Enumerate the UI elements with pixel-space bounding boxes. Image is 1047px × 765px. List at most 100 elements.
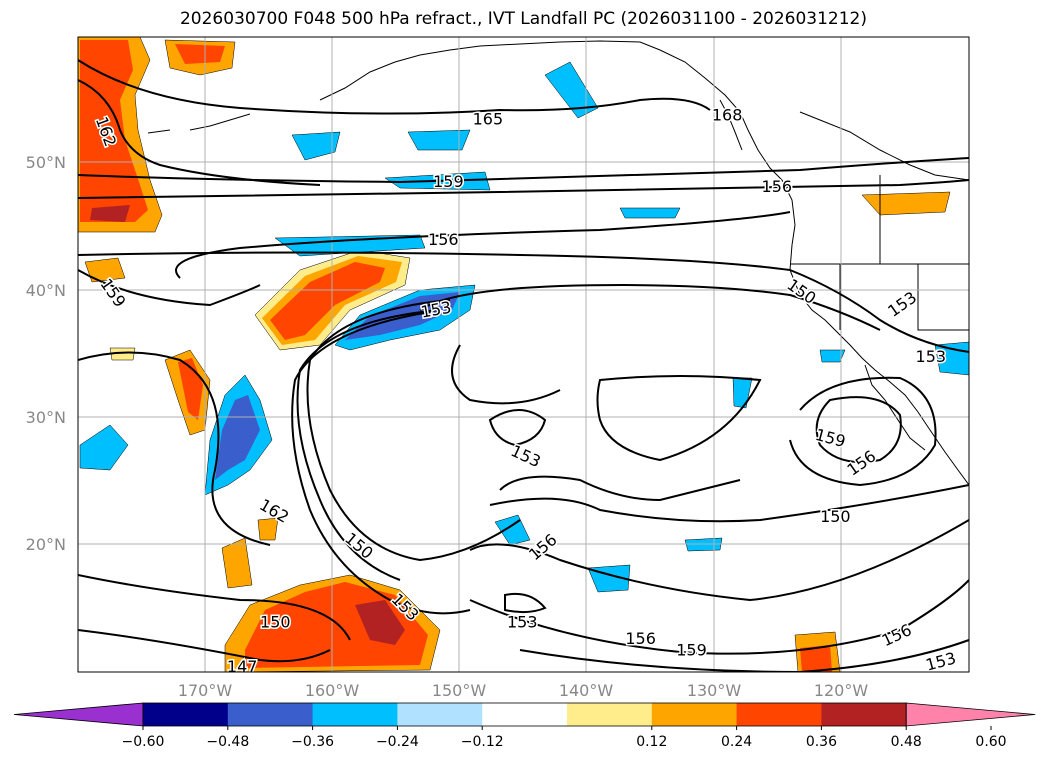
negative-blob-5	[274, 234, 426, 257]
contour-153-south	[499, 475, 741, 502]
coast-canada-border	[799, 111, 969, 181]
longitude-labels: 170°W 160°W 150°W 140°W 130°W 120°W	[178, 681, 869, 700]
colorbar-tick-label: 0.48	[891, 734, 922, 750]
gridlines	[78, 37, 969, 672]
lon-label-140w: 140°W	[559, 681, 614, 700]
lon-label-130w: 130°W	[687, 681, 742, 700]
positive-anomaly-nw-max	[90, 205, 130, 222]
colorbar-segment	[143, 703, 229, 726]
contour-label: 156	[428, 230, 459, 249]
negative-blob-7	[494, 514, 531, 546]
colorbar-tick-label: −0.36	[291, 734, 334, 750]
colorbar-tick-label: 0.36	[806, 734, 837, 750]
contour-159-south	[469, 579, 969, 655]
lat-label-30n: 30°N	[26, 408, 66, 427]
colorbar-segment	[821, 703, 907, 726]
positive-blob-1	[861, 191, 951, 216]
contour-south-1	[78, 574, 351, 641]
negative-blob-10	[619, 207, 681, 219]
lat-label-50n: 50°N	[26, 153, 66, 172]
map-frame	[77, 36, 970, 673]
positive-blob-4	[221, 537, 253, 589]
contour-156-south	[469, 519, 969, 602]
contour-lower	[596, 375, 762, 462]
contour-low-center	[815, 396, 902, 464]
contour-label: 156	[625, 629, 656, 648]
contour-label: 153	[916, 347, 947, 366]
positive-blob-6	[257, 517, 279, 541]
colorbar-tick-label: −0.24	[376, 734, 419, 750]
islands	[147, 99, 743, 151]
map-title: 2026030700 F048 500 hPa refract., IVT La…	[179, 9, 867, 29]
contour-162-west	[78, 351, 271, 546]
colorbar	[13, 702, 1036, 727]
colorbar-tick-label: 0.12	[636, 734, 667, 750]
contour-150-south	[489, 484, 969, 523]
border-states	[839, 175, 969, 331]
contour-trough	[306, 299, 521, 562]
positive-anomaly-south-max	[355, 600, 405, 645]
positive-blob-7	[109, 347, 136, 361]
colorbar-segment	[397, 703, 483, 726]
contour-156-north	[78, 179, 969, 199]
coastline-alaska	[319, 40, 796, 226]
contour-label: 153	[924, 648, 958, 674]
contour-153-mid	[78, 251, 969, 353]
colorbar-extend-low	[13, 702, 144, 727]
lon-label-160w: 160°W	[305, 681, 360, 700]
colorbar-tick-label: −0.60	[122, 734, 165, 750]
colorbar-segment	[227, 703, 314, 726]
lon-label-150w: 150°W	[432, 681, 487, 700]
contour-label: 165	[473, 110, 504, 129]
colorbar-tick-label: −0.12	[461, 734, 504, 750]
negative-blob-3	[407, 129, 471, 151]
contour-label: 159	[433, 172, 464, 191]
colorbar-tick-label: −0.48	[206, 734, 249, 750]
positive-anomaly-top-core	[175, 44, 225, 64]
positive-blob-3	[800, 645, 832, 672]
contour-trough-3	[291, 311, 471, 615]
negative-blob-6	[79, 424, 129, 471]
contour-156-mid	[175, 211, 791, 279]
negative-blob-1	[544, 61, 599, 119]
contour-tongue	[451, 344, 561, 405]
coastline-baja	[864, 364, 926, 451]
colorbar-outline	[142, 702, 907, 727]
negative-blob-13	[819, 349, 846, 363]
colorbar-segment	[736, 703, 822, 726]
contour-south-2	[78, 629, 331, 663]
positive-anomaly-central-red	[270, 262, 385, 340]
contour-label: 150	[260, 612, 291, 631]
contour-trough-2	[296, 309, 441, 581]
contour-label: 147	[227, 657, 258, 676]
contour-closed-hi	[504, 592, 547, 614]
contour-label: 159	[676, 640, 707, 659]
contour-closed-153	[488, 409, 547, 447]
contour-label: 168	[712, 106, 743, 125]
colorbar-tick-label: 0.60	[975, 734, 1006, 750]
coastlines	[147, 40, 969, 486]
colorbar-tick-label: 0.24	[721, 734, 752, 750]
contour-150-mid	[419, 284, 881, 331]
lat-label-40n: 40°N	[26, 281, 66, 300]
negative-blob-2	[291, 131, 341, 161]
contour-165	[78, 59, 711, 115]
lon-label-120w: 120°W	[814, 681, 869, 700]
colorbar-ticks: −0.60 −0.48 −0.36 −0.24 −0.12 0.12 0.24 0.36 0.4…	[122, 726, 1007, 750]
colorbar-extend-high	[905, 702, 1036, 727]
positive-blob-5	[84, 257, 126, 283]
colorbar-segment	[312, 703, 398, 726]
negative-anomaly-west-core	[215, 395, 260, 480]
colorbar-segment	[482, 703, 568, 726]
colorbar-segment	[651, 703, 738, 726]
lon-label-170w: 170°W	[178, 681, 233, 700]
contour-label: 150	[820, 507, 851, 526]
contour-159	[78, 157, 969, 184]
lat-label-20n: 20°N	[26, 535, 66, 554]
height-contours	[78, 59, 969, 672]
contour-label: 153	[507, 612, 538, 631]
contour-label: 156	[762, 177, 793, 196]
colorbar-segment	[567, 703, 653, 726]
